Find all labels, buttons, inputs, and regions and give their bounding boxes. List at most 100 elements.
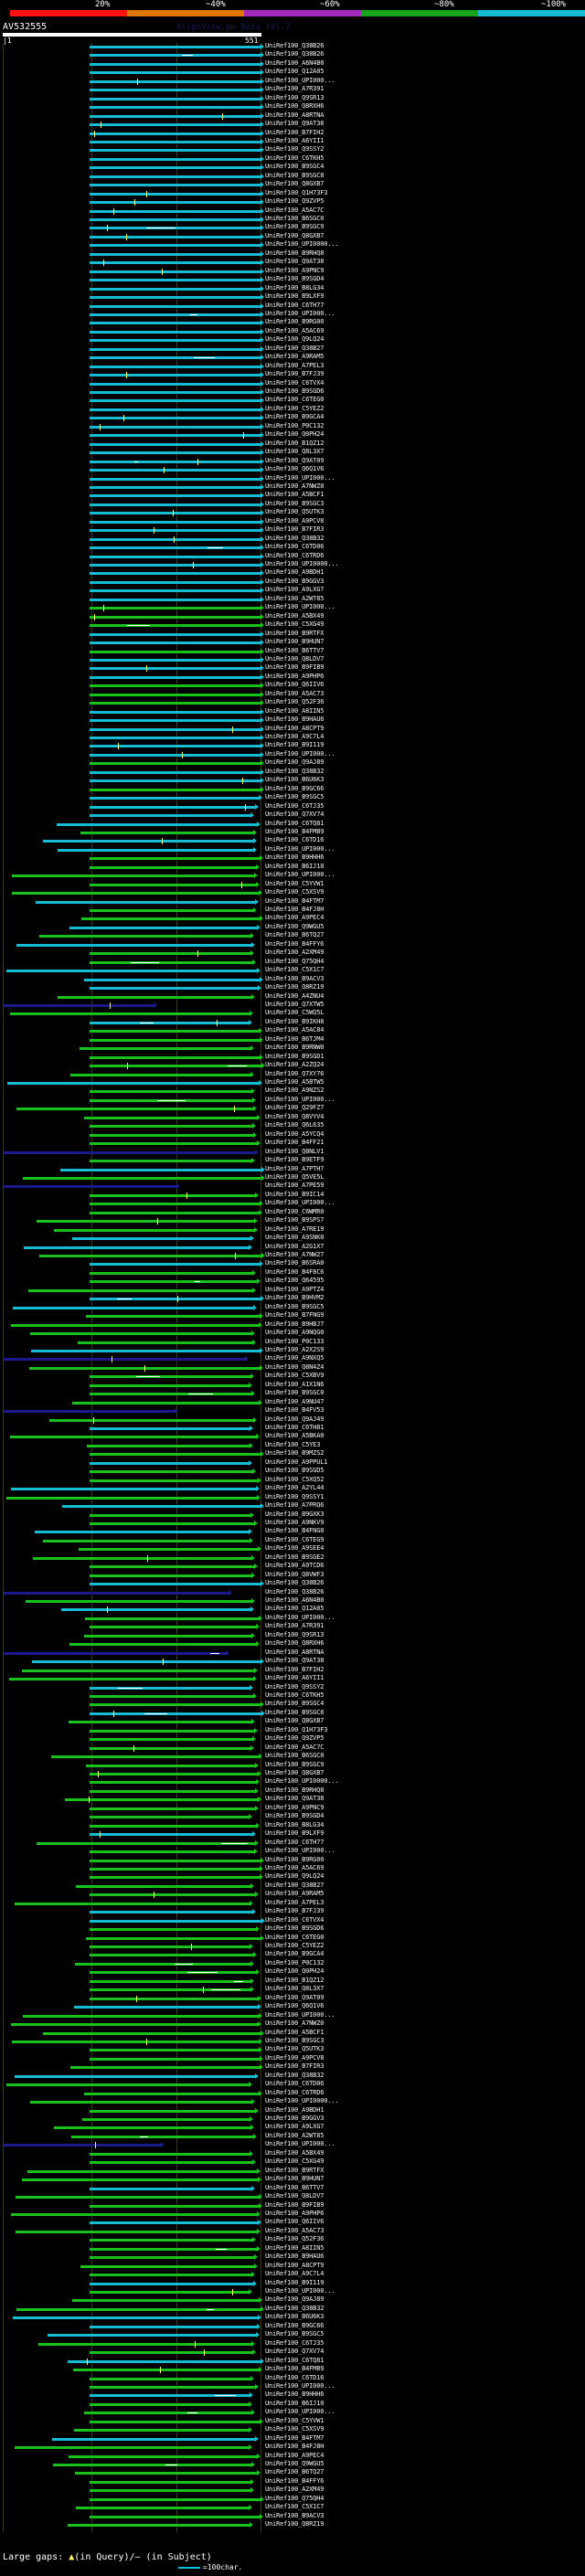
- hit-bar[interactable]: [4, 1185, 176, 1189]
- hit-bar[interactable]: [90, 1021, 249, 1024]
- hit-bar[interactable]: [86, 1936, 261, 1940]
- hit-row[interactable]: UniRef100_C5XG49: [0, 620, 585, 630]
- hit-bar[interactable]: [90, 347, 261, 351]
- hit-accession-label[interactable]: UniRef100_A5BKA0: [265, 1432, 324, 1440]
- hit-accession-label[interactable]: UniRef100_B9ACV3: [265, 974, 324, 982]
- hit-bar[interactable]: [90, 512, 261, 515]
- hit-bar[interactable]: [90, 1030, 259, 1034]
- hit-bar[interactable]: [90, 546, 261, 550]
- hit-bar[interactable]: [90, 287, 261, 291]
- hit-bar[interactable]: [90, 987, 258, 991]
- hit-row[interactable]: UniRef100_B4FV53: [0, 1406, 585, 1415]
- hit-bar[interactable]: [54, 1228, 254, 1232]
- hit-row[interactable]: UniRef100_Q1H73F3: [0, 1726, 585, 1735]
- hit-row[interactable]: UniRef100_B9GCA4: [0, 1950, 585, 1959]
- hit-accession-label[interactable]: UniRef100_Q5UTK3: [265, 508, 324, 516]
- hit-row[interactable]: UniRef100_Q6IIV6: [0, 2218, 585, 2227]
- hit-bar[interactable]: [90, 529, 261, 533]
- hit-accession-label[interactable]: UniRef100_B9FIB9: [265, 2200, 324, 2209]
- hit-row[interactable]: UniRef100_Q8VYV4: [0, 1113, 585, 1122]
- hit-row[interactable]: UniRef100_B9HUN7: [0, 638, 585, 647]
- hit-bar[interactable]: [90, 425, 261, 429]
- hit-bar[interactable]: [90, 1479, 258, 1482]
- hit-row[interactable]: UniRef100_UPI0000...: [0, 1777, 585, 1786]
- hit-row[interactable]: UniRef100_A7PRQ6: [0, 1501, 585, 1511]
- hit-accession-label[interactable]: UniRef100_B7FIR3: [265, 525, 324, 534]
- hit-row[interactable]: UniRef100_A6YII1: [0, 137, 585, 146]
- hit-bar[interactable]: [90, 1738, 252, 1742]
- hit-accession-label[interactable]: UniRef100_Q38B26: [265, 1579, 324, 1587]
- hit-accession-label[interactable]: UniRef100_B1QZ12: [265, 439, 324, 447]
- hit-row[interactable]: UniRef100_B7FJ39: [0, 1907, 585, 1916]
- hit-row[interactable]: UniRef100_B6U6K3: [0, 2313, 585, 2322]
- hit-accession-label[interactable]: UniRef100_B9ACV3: [265, 2511, 324, 2519]
- hit-accession-label[interactable]: UniRef100_Q9ZVP5: [265, 1734, 324, 1743]
- hit-row[interactable]: UniRef100_A5BKA0: [0, 1432, 585, 1441]
- hit-row[interactable]: UniRef100_B9GGV3: [0, 578, 585, 587]
- hit-accession-label[interactable]: UniRef100_Q6L635: [265, 1121, 324, 1129]
- hit-accession-label[interactable]: UniRef100_Q8L3X7: [265, 1985, 324, 1993]
- hit-accession-label[interactable]: UniRef100_UPI000...: [265, 2381, 335, 2390]
- hit-row[interactable]: UniRef100_UPI000...: [0, 2408, 585, 2417]
- hit-bar[interactable]: [35, 1531, 249, 1534]
- hit-row[interactable]: UniRef100_C5YVW1: [0, 880, 585, 889]
- hit-accession-label[interactable]: UniRef100_Q8GXB7: [265, 180, 324, 188]
- hit-bar[interactable]: [11, 2023, 258, 2027]
- hit-accession-label[interactable]: UniRef100_UPI000...: [265, 76, 335, 84]
- hit-accession-label[interactable]: UniRef100_P0C132: [265, 1958, 324, 1966]
- hit-row[interactable]: UniRef100_A7R391: [0, 1622, 585, 1631]
- hit-bar[interactable]: [4, 1651, 226, 1655]
- hit-bar[interactable]: [90, 1945, 250, 1948]
- hit-row[interactable]: UniRef100_Q7XY76: [0, 1070, 585, 1079]
- hit-accession-label[interactable]: UniRef100_C5XSV9: [265, 888, 324, 896]
- hit-accession-label[interactable]: UniRef100_B9FIB9: [265, 663, 324, 672]
- hit-row[interactable]: UniRef100_Q7XV74: [0, 2348, 585, 2357]
- hit-row[interactable]: UniRef100_B9SGC5: [0, 2330, 585, 2339]
- hit-bar[interactable]: [90, 235, 261, 239]
- hit-bar[interactable]: [16, 2230, 257, 2233]
- hit-row[interactable]: UniRef100_Q8N4Z4: [0, 1363, 585, 1373]
- hit-bar[interactable]: [90, 1859, 261, 1862]
- hit-row[interactable]: UniRef100_A7RE19: [0, 1225, 585, 1235]
- hit-bar[interactable]: [90, 1703, 261, 1707]
- hit-accession-label[interactable]: UniRef100_A2X2S9: [265, 1345, 324, 1353]
- hit-accession-label[interactable]: UniRef100_UPI0000...: [265, 2097, 339, 2105]
- hit-bar[interactable]: [15, 1902, 250, 1905]
- hit-bar[interactable]: [90, 805, 255, 809]
- hit-bar[interactable]: [69, 1721, 251, 1724]
- hit-bar[interactable]: [16, 1108, 253, 1111]
- hit-bar[interactable]: [90, 71, 261, 75]
- hit-accession-label[interactable]: UniRef100_B9I119: [265, 2278, 324, 2286]
- hit-accession-label[interactable]: UniRef100_A9NQG0: [265, 1329, 324, 1337]
- hit-row[interactable]: UniRef100_A9C7L4: [0, 2270, 585, 2279]
- hit-bar[interactable]: [58, 995, 251, 999]
- hit-row[interactable]: UniRef100_B9GCA4: [0, 413, 585, 422]
- hit-bar[interactable]: [12, 892, 259, 896]
- hit-bar[interactable]: [65, 1798, 258, 1802]
- hit-accession-label[interactable]: UniRef100_Q6IIV6: [265, 681, 324, 689]
- hit-bar[interactable]: [90, 1574, 251, 1577]
- hit-bar[interactable]: [90, 2161, 252, 2165]
- hit-bar[interactable]: [90, 1971, 256, 1975]
- hit-accession-label[interactable]: UniRef100_Q6Q1V6: [265, 2002, 324, 2010]
- hit-accession-label[interactable]: UniRef100_A7R391: [265, 1622, 324, 1630]
- hit-row[interactable]: UniRef100_A5AC73: [0, 690, 585, 699]
- hit-accession-label[interactable]: UniRef100_B9GC66: [265, 784, 324, 792]
- hit-row[interactable]: UniRef100_Q38B26: [0, 1588, 585, 1597]
- hit-accession-label[interactable]: UniRef100_B9MZS2: [265, 1449, 324, 1458]
- hit-accession-label[interactable]: UniRef100_A6N4B0: [265, 1596, 324, 1604]
- hit-bar[interactable]: [90, 2489, 250, 2493]
- hit-row[interactable]: UniRef100_Q9LQ24: [0, 1872, 585, 1882]
- hit-accession-label[interactable]: UniRef100_B9I119: [265, 741, 324, 749]
- hit-accession-label[interactable]: UniRef100_Q12A05: [265, 68, 324, 76]
- hit-bar[interactable]: [82, 2118, 250, 2121]
- hit-row[interactable]: UniRef100_B9HHH6: [0, 853, 585, 863]
- hit-row[interactable]: UniRef100_A9PEC4: [0, 914, 585, 923]
- hit-bar[interactable]: [90, 814, 250, 818]
- hit-row[interactable]: UniRef100_A2ZQ24: [0, 1061, 585, 1070]
- hit-row[interactable]: UniRef100_P0C132: [0, 422, 585, 431]
- hit-accession-label[interactable]: UniRef100_Q75QH4: [265, 957, 324, 965]
- hit-bar[interactable]: [90, 391, 261, 394]
- hit-accession-label[interactable]: UniRef100_Q9AT09: [265, 1993, 324, 2001]
- hit-row[interactable]: UniRef100_A9BDH1: [0, 2106, 585, 2115]
